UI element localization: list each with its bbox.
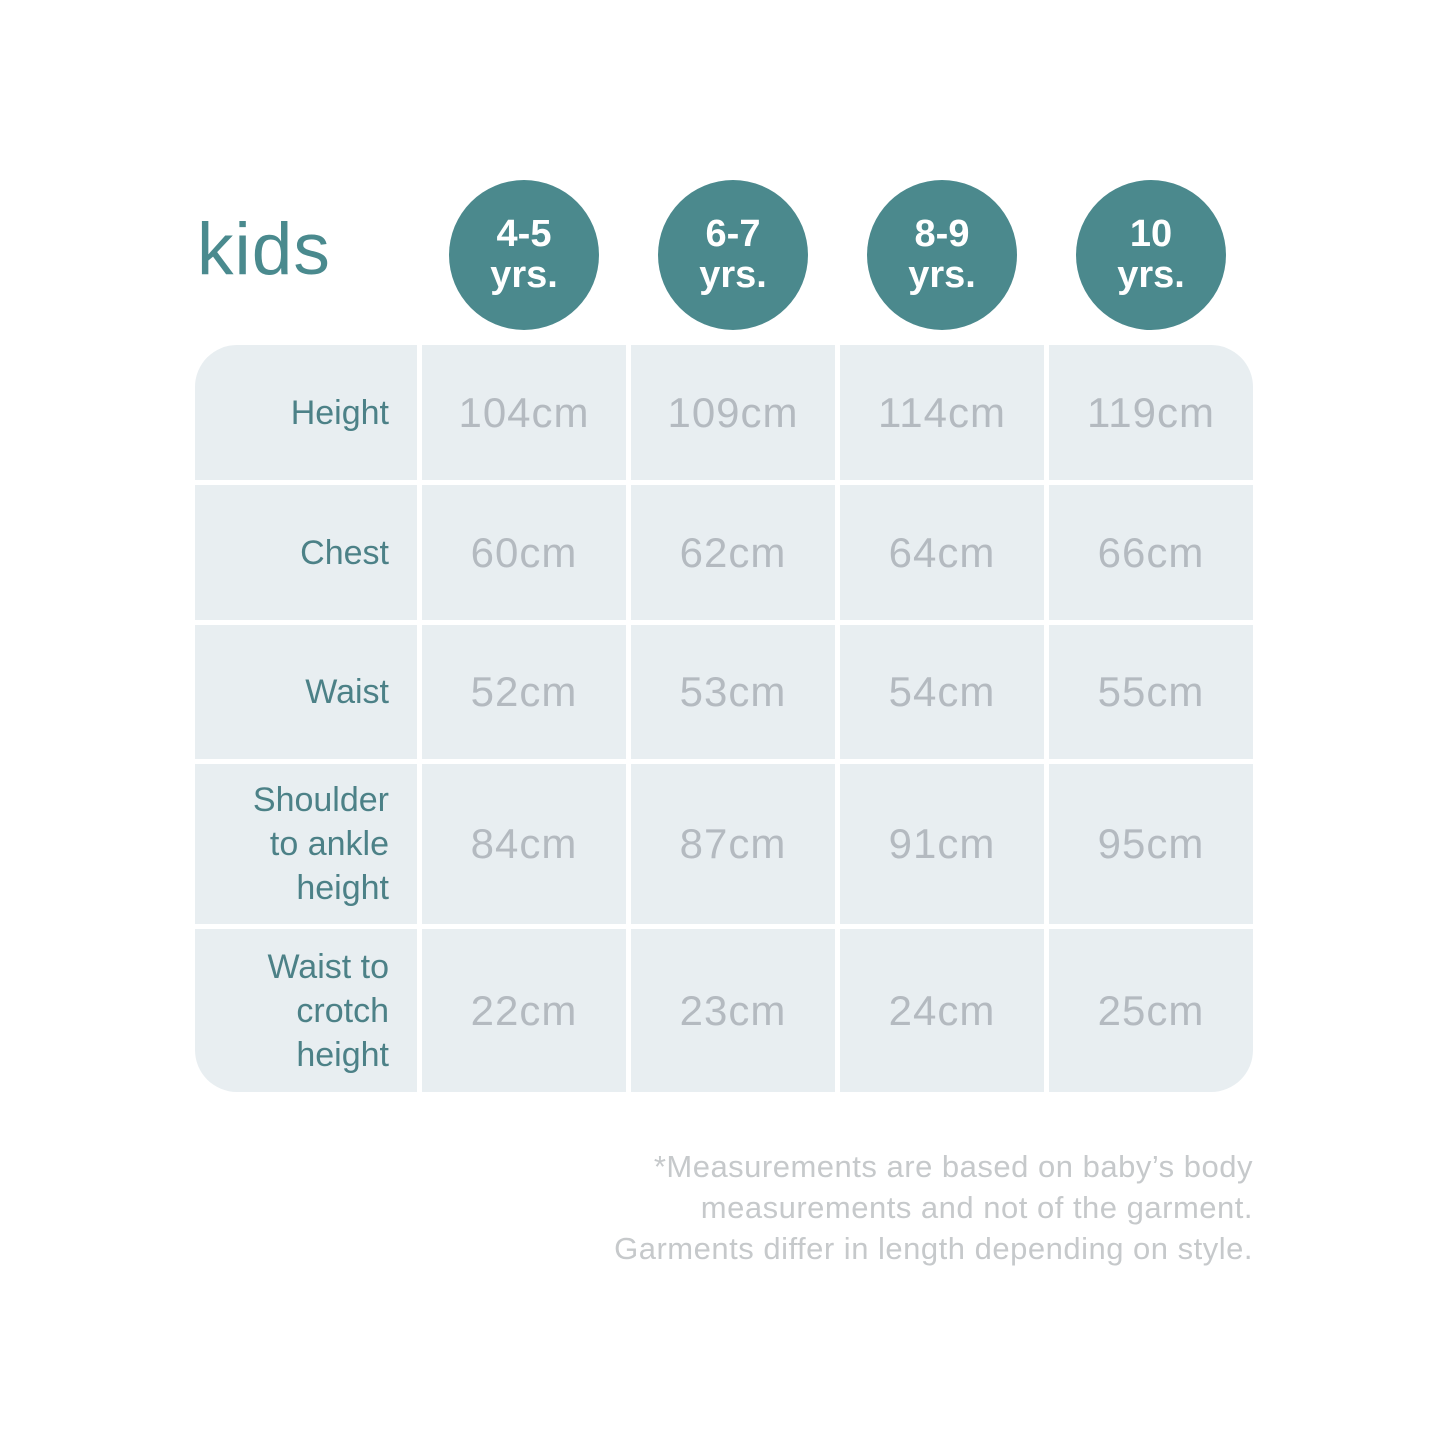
age-badge-4-5-age: 4-5	[496, 213, 552, 255]
value-waist-8-9: 54cm	[840, 625, 1044, 759]
age-badge-8-9-unit: yrs.	[908, 254, 976, 296]
footnote-line-2: measurements and not of the garment.	[700, 1190, 1253, 1225]
value-chest-6-7: 62cm	[631, 485, 835, 620]
value-chest-4-5: 60cm	[422, 485, 626, 620]
row-label-chest: Chest	[195, 485, 417, 620]
value-crotch-10: 25cm	[1049, 929, 1253, 1092]
row-label-waist-to-crotch: Waist to crotch height	[195, 929, 417, 1092]
value-chest-10: 66cm	[1049, 485, 1253, 620]
age-badge-6-7-circle: 6-7 yrs.	[658, 180, 808, 330]
value-height-4-5: 104cm	[422, 345, 626, 480]
age-badge-4-5-circle: 4-5 yrs.	[449, 180, 599, 330]
size-table-grid: Height 104cm 109cm 114cm 119cm Chest 60c…	[195, 345, 1253, 1092]
value-height-6-7: 109cm	[631, 345, 835, 480]
value-waist-6-7: 53cm	[631, 625, 835, 759]
value-shoulder-8-9: 91cm	[840, 764, 1044, 924]
row-label-waist: Waist	[195, 625, 417, 759]
footnote-line-1: *Measurements are based on baby’s body	[653, 1149, 1253, 1184]
age-badge-10-circle: 10 yrs.	[1076, 180, 1226, 330]
value-waist-10: 55cm	[1049, 625, 1253, 759]
size-table: Height 104cm 109cm 114cm 119cm Chest 60c…	[195, 345, 1253, 1092]
value-chest-8-9: 64cm	[840, 485, 1044, 620]
value-crotch-8-9: 24cm	[840, 929, 1044, 1092]
value-shoulder-6-7: 87cm	[631, 764, 835, 924]
age-badge-8-9-circle: 8-9 yrs.	[867, 180, 1017, 330]
footnote: *Measurements are based on baby’s body m…	[614, 1146, 1253, 1269]
age-badge-8-9-age: 8-9	[914, 213, 970, 255]
value-shoulder-4-5: 84cm	[422, 764, 626, 924]
value-crotch-6-7: 23cm	[631, 929, 835, 1092]
age-badge-6-7-unit: yrs.	[699, 254, 767, 296]
value-shoulder-10: 95cm	[1049, 764, 1253, 924]
row-label-height: Height	[195, 345, 417, 480]
footnote-line-3: Garments differ in length depending on s…	[614, 1231, 1253, 1266]
value-waist-4-5: 52cm	[422, 625, 626, 759]
age-badge-6-7-age: 6-7	[705, 213, 761, 255]
age-badge-10-age: 10	[1129, 213, 1173, 255]
value-height-8-9: 114cm	[840, 345, 1044, 480]
page-title: kids	[197, 209, 331, 290]
value-crotch-4-5: 22cm	[422, 929, 626, 1092]
age-badge-4-5-unit: yrs.	[490, 254, 558, 296]
row-label-shoulder-to-ankle: Shoulder to ankle height	[195, 764, 417, 924]
age-badge-10-unit: yrs.	[1117, 254, 1185, 296]
value-height-10: 119cm	[1049, 345, 1253, 480]
